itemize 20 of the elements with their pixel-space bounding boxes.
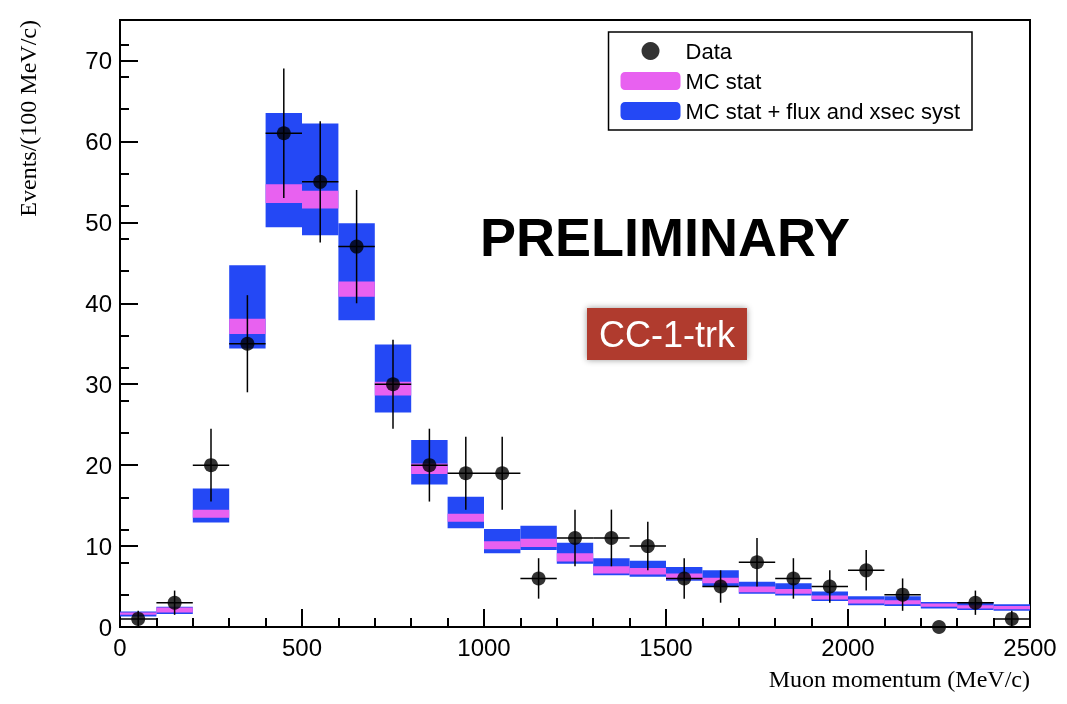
y-tick-label: 40 [85,289,112,317]
y-tick-label: 50 [85,208,112,236]
x-tick-label: 500 [281,633,323,661]
y-tick-label: 10 [85,532,112,560]
y-tick-label: 20 [85,451,112,479]
y-axis-title: Events/(100 MeV/c) [15,20,41,217]
x-tick-label: 2500 [1003,633,1057,661]
x-tick-label: 2000 [821,633,875,661]
annotation: PRELIMINARY [480,207,851,267]
legend-label: MC stat [685,68,762,94]
legend-label: Data [685,38,733,64]
x-tick-label: 1000 [457,633,511,661]
x-axis-title: Muon momentum (MeV/c) [768,666,1030,692]
annotation: CC-1-trk [599,313,736,355]
y-tick-label: 60 [85,127,112,155]
x-tick-label: 1500 [639,633,693,661]
y-tick-label: 30 [85,370,112,398]
legend-label: MC stat + flux and xsec syst [685,98,960,124]
y-tick-label: 0 [98,613,112,641]
y-tick-label: 70 [85,46,112,74]
